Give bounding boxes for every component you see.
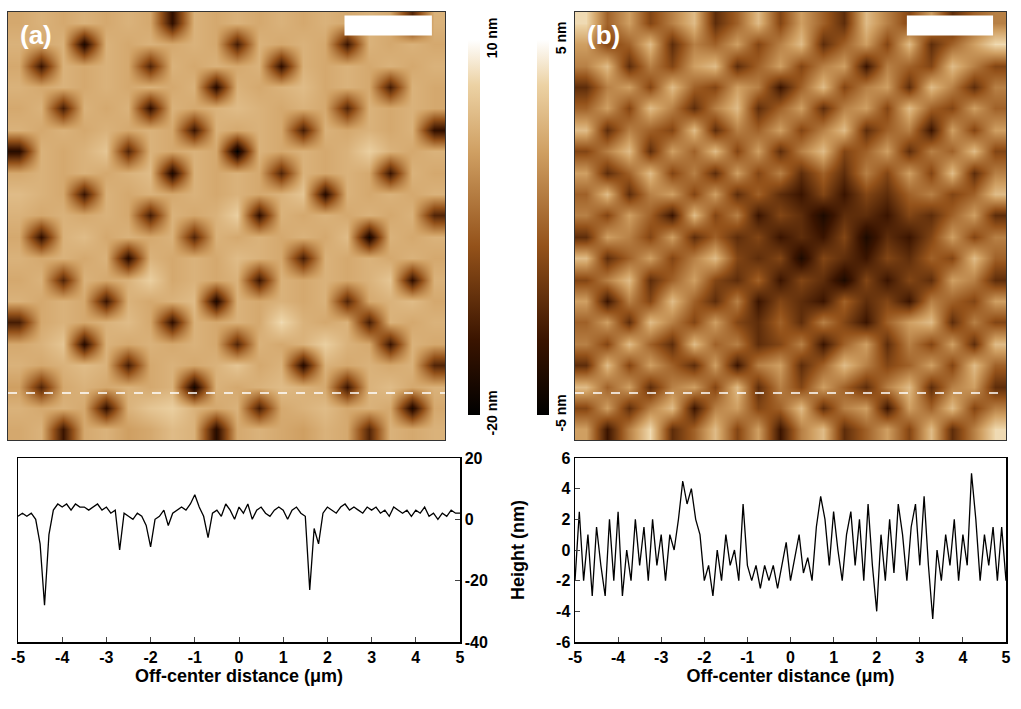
svg-text:4: 4 <box>958 649 967 666</box>
svg-text:-20 nm: -20 nm <box>484 390 500 435</box>
svg-text:Off-center distance (μm): Off-center distance (μm) <box>135 666 343 686</box>
svg-text:3: 3 <box>367 649 376 666</box>
svg-text:0: 0 <box>786 649 795 666</box>
svg-text:(b): (b) <box>587 20 620 50</box>
svg-text:Height (nm): Height (nm) <box>508 500 528 600</box>
svg-text:-3: -3 <box>654 649 668 666</box>
svg-text:4: 4 <box>411 649 420 666</box>
svg-text:6: 6 <box>561 450 570 467</box>
svg-text:-6: -6 <box>556 634 570 651</box>
svg-text:-4: -4 <box>611 649 625 666</box>
svg-text:-5: -5 <box>568 649 582 666</box>
svg-text:-40: -40 <box>465 634 488 651</box>
svg-text:(a): (a) <box>20 20 52 50</box>
svg-text:-2: -2 <box>556 572 570 589</box>
svg-text:4: 4 <box>561 480 570 497</box>
svg-text:5: 5 <box>1002 649 1011 666</box>
svg-text:5: 5 <box>456 649 465 666</box>
svg-text:-2: -2 <box>143 649 157 666</box>
svg-text:20: 20 <box>465 450 483 467</box>
svg-text:-20: -20 <box>465 572 488 589</box>
svg-text:-3: -3 <box>99 649 113 666</box>
svg-text:1: 1 <box>829 649 838 666</box>
svg-text:-5: -5 <box>11 649 25 666</box>
svg-text:2: 2 <box>561 511 570 528</box>
svg-text:2: 2 <box>323 649 332 666</box>
svg-text:Off-center distance (μm): Off-center distance (μm) <box>686 666 894 686</box>
svg-text:5 nm: 5 nm <box>553 22 569 55</box>
svg-text:-1: -1 <box>740 649 754 666</box>
svg-text:0: 0 <box>235 649 244 666</box>
svg-text:2: 2 <box>872 649 881 666</box>
svg-text:-2: -2 <box>697 649 711 666</box>
svg-text:0: 0 <box>465 511 474 528</box>
svg-text:10 nm: 10 nm <box>484 18 500 58</box>
svg-text:1: 1 <box>279 649 288 666</box>
svg-text:3: 3 <box>915 649 924 666</box>
svg-text:-4: -4 <box>556 603 570 620</box>
svg-text:0: 0 <box>561 542 570 559</box>
svg-text:-5 nm: -5 nm <box>553 394 569 431</box>
svg-text:-1: -1 <box>188 649 202 666</box>
svg-text:-4: -4 <box>55 649 69 666</box>
